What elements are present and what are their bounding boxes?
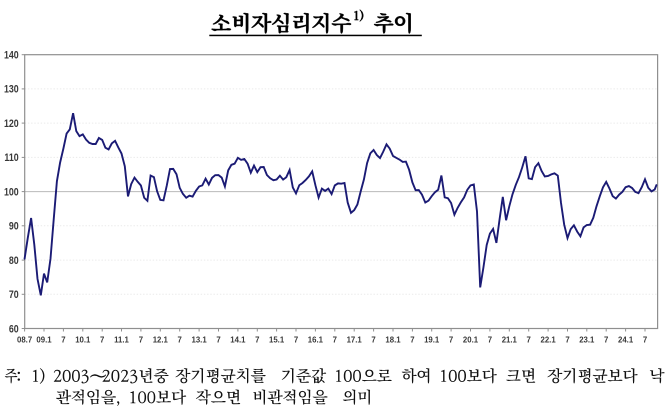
svg-text:7: 7 (294, 336, 298, 345)
svg-text:17.1: 17.1 (347, 336, 363, 345)
svg-text:110: 110 (4, 152, 19, 164)
svg-text:80: 80 (9, 255, 19, 267)
svg-text:7: 7 (371, 336, 375, 345)
svg-text:7: 7 (178, 336, 182, 345)
svg-text:120: 120 (4, 118, 19, 130)
svg-text:10.1: 10.1 (75, 336, 91, 345)
svg-text:60: 60 (9, 324, 19, 336)
svg-text:12.1: 12.1 (153, 336, 169, 345)
svg-text:23.1: 23.1 (579, 336, 595, 345)
svg-text:7: 7 (61, 336, 65, 345)
svg-text:70: 70 (9, 289, 19, 301)
svg-text:7: 7 (216, 336, 220, 345)
svg-text:22.1: 22.1 (541, 336, 557, 345)
svg-text:20.1: 20.1 (463, 336, 479, 345)
svg-text:7: 7 (100, 336, 104, 345)
svg-text:24.1: 24.1 (618, 336, 634, 345)
svg-text:130: 130 (4, 84, 19, 96)
svg-text:7: 7 (139, 336, 143, 345)
svg-text:100: 100 (4, 187, 19, 199)
svg-text:7: 7 (488, 336, 492, 345)
svg-text:21.1: 21.1 (502, 336, 518, 345)
svg-text:140: 140 (4, 50, 19, 62)
svg-text:15.1: 15.1 (269, 336, 285, 345)
svg-text:7: 7 (565, 336, 569, 345)
svg-text:7: 7 (449, 336, 453, 345)
svg-text:7: 7 (643, 336, 647, 345)
svg-text:16.1: 16.1 (308, 336, 324, 345)
svg-text:90: 90 (9, 221, 19, 233)
svg-text:18.1: 18.1 (385, 336, 401, 345)
svg-text:7: 7 (527, 336, 531, 345)
svg-text:14.1: 14.1 (230, 336, 246, 345)
svg-text:7: 7 (410, 336, 414, 345)
svg-text:7: 7 (604, 336, 608, 345)
svg-text:13.1: 13.1 (192, 336, 208, 345)
svg-text:11.1: 11.1 (114, 336, 129, 345)
svg-text:09.1: 09.1 (36, 336, 52, 345)
svg-text:19.1: 19.1 (424, 336, 440, 345)
svg-text:08.7: 08.7 (17, 336, 32, 345)
svg-text:7: 7 (255, 336, 259, 345)
svg-text:7: 7 (333, 336, 337, 345)
